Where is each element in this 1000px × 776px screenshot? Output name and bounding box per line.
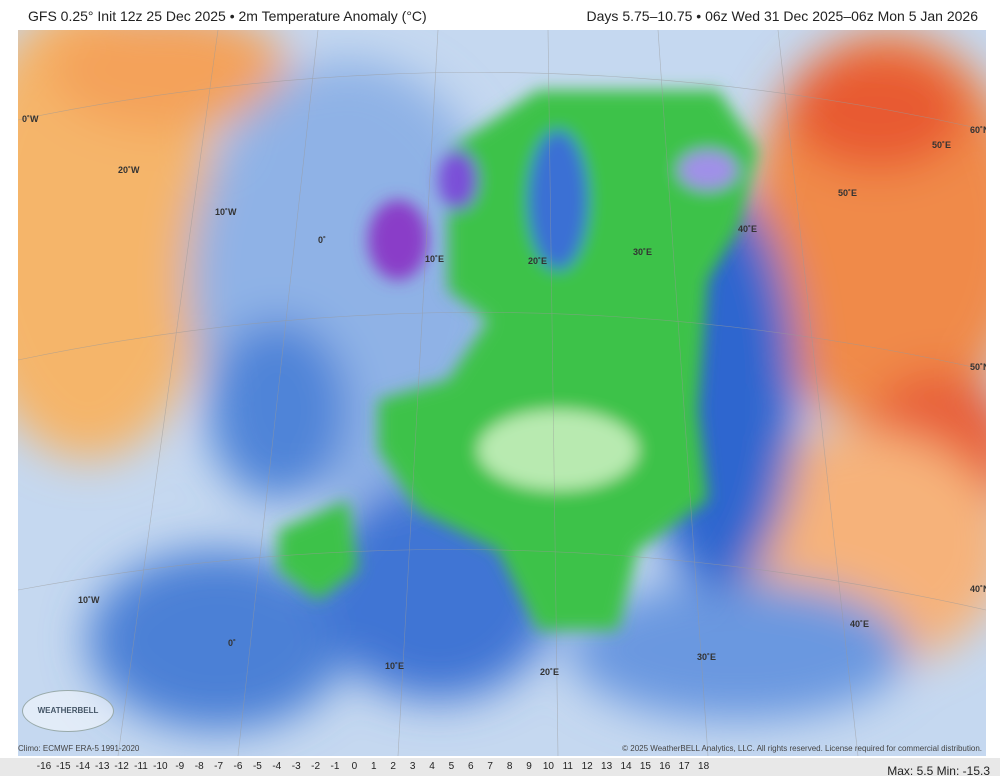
grid-label: 10˚W bbox=[215, 207, 237, 217]
colorbar-tick: -11 bbox=[134, 761, 148, 772]
colorbar-tick: 18 bbox=[698, 761, 710, 772]
logo: WEATHERBELL bbox=[22, 690, 114, 732]
stats: Max: 5.5 Min: -15.3 bbox=[887, 764, 990, 776]
colorbar-tick: -13 bbox=[94, 761, 110, 772]
grid-label: 40˚N bbox=[970, 584, 986, 594]
colorbar-tick: 8 bbox=[506, 761, 513, 772]
colorbar-tick: 5 bbox=[448, 761, 455, 772]
colorbar-tick: -2 bbox=[311, 761, 321, 772]
colorbar-tick: -7 bbox=[214, 761, 224, 772]
colorbar-tick: 17 bbox=[678, 761, 690, 772]
colorbar-tick: 10 bbox=[542, 761, 554, 772]
copyright: © 2025 WeatherBELL Analytics, LLC. All r… bbox=[622, 744, 982, 753]
colorbar-tick: -10 bbox=[153, 761, 168, 772]
colorbar-tick: -8 bbox=[194, 761, 204, 772]
colorbar-tick: 11 bbox=[562, 761, 573, 772]
grid-label: 10˚E bbox=[385, 661, 404, 671]
grid-label: 10˚E bbox=[425, 254, 444, 264]
max-stat: Max: 5.5 bbox=[887, 764, 934, 776]
grid-label: 60˚N bbox=[970, 125, 986, 135]
colorbar: -16 -15 -14 -13 -12 -11 -10 -9 -8 -7 -6 -5 -4 -3 -2 -1 0… bbox=[0, 758, 1000, 776]
grid-label: 20˚E bbox=[540, 667, 559, 677]
grid-label: 0˚W bbox=[22, 114, 39, 124]
colorbar-tick: 2 bbox=[390, 761, 396, 772]
colorbar-tick: 0 bbox=[351, 761, 358, 772]
colorbar-tick: -9 bbox=[175, 761, 185, 772]
grid-label: 20˚E bbox=[528, 256, 547, 266]
map-period: Days 5.75–10.75 • 06z Wed 31 Dec 2025–06… bbox=[586, 8, 978, 24]
colorbar-tick: 6 bbox=[468, 761, 474, 772]
colorbar-tick: -6 bbox=[233, 761, 243, 772]
colorbar-tick: 4 bbox=[429, 761, 435, 772]
grid-label: 10˚W bbox=[78, 595, 100, 605]
grid-label: 0˚ bbox=[318, 235, 326, 245]
grid-label: 30˚E bbox=[633, 247, 652, 257]
colorbar-tick: 7 bbox=[487, 761, 493, 772]
colorbar-tick: -12 bbox=[114, 761, 129, 772]
colorbar-tick: 12 bbox=[581, 761, 593, 772]
colorbar-tick: 13 bbox=[601, 761, 613, 772]
colorbar-tick: 14 bbox=[620, 761, 632, 772]
grid-label: 30˚E bbox=[697, 652, 716, 662]
grid-label: 50˚E bbox=[932, 140, 951, 150]
grid-label: 50˚E bbox=[838, 188, 857, 198]
colorbar-tick: -5 bbox=[252, 761, 262, 772]
colorbar-tick: -3 bbox=[291, 761, 301, 772]
grid-label: 50˚N bbox=[970, 362, 986, 372]
grid-label: 40˚E bbox=[738, 224, 757, 234]
colorbar-tick: -14 bbox=[75, 761, 91, 772]
colorbar-tick: -4 bbox=[272, 761, 282, 772]
colorbar-tick: 1 bbox=[371, 761, 377, 772]
colorbar-tick: 3 bbox=[409, 761, 416, 772]
colorbar-tick: -15 bbox=[56, 761, 71, 772]
anomaly-map: 0˚W 20˚W 10˚W 0˚ 10˚E 20˚E 30˚E 40˚E 50˚E 50˚E 60˚… bbox=[18, 30, 986, 756]
grid-label: 20˚W bbox=[118, 165, 140, 175]
grid-label: 0˚ bbox=[228, 638, 236, 648]
min-stat: Min: -15.3 bbox=[936, 764, 990, 776]
colorbar-tick: -16 bbox=[36, 761, 52, 772]
colorbar-tick: 16 bbox=[659, 761, 671, 772]
colorbar-tick: 9 bbox=[526, 761, 532, 772]
colorbar-tick: -1 bbox=[330, 761, 340, 772]
map-title: GFS 0.25° Init 12z 25 Dec 2025 • 2m Temp… bbox=[28, 8, 427, 24]
grid-label: 40˚E bbox=[850, 619, 869, 629]
climo-note: Climo: ECMWF ERA-5 1991-2020 bbox=[18, 744, 140, 753]
colorbar-tick: 15 bbox=[639, 761, 651, 772]
